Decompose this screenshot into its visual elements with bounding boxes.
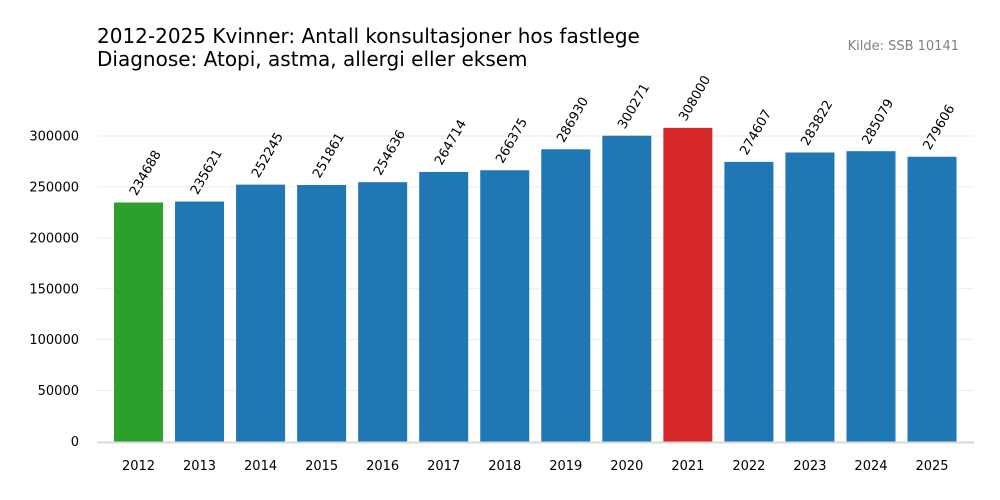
bar-value-label: 266375 <box>493 116 531 166</box>
x-tick-label: 2017 <box>427 459 460 474</box>
x-tick-label: 2019 <box>549 459 582 474</box>
bar-2024 <box>846 151 896 442</box>
bar-value-label: 251861 <box>310 131 348 181</box>
y-axis-ticks: 0 50000 100000 150000 200000 250000 300000 <box>29 130 79 451</box>
bar-2016 <box>358 182 408 442</box>
x-tick-label: 2014 <box>244 459 277 474</box>
x-axis-ticks: 2012 2013 2014 2015 2016 2017 2018 2019 2020 2021… <box>122 459 949 474</box>
source-note: Kilde: SSB 10141 <box>848 39 959 54</box>
bar-value-label: 234688 <box>127 148 165 198</box>
bar-2023 <box>785 152 835 442</box>
bar-2015 <box>297 185 347 442</box>
y-tick-label: 300000 <box>29 130 79 145</box>
bar-2025 <box>907 156 957 442</box>
bar-value-label: 235621 <box>188 147 226 197</box>
bar-value-label: 252245 <box>249 130 287 180</box>
bar-value-label: 274607 <box>737 107 775 157</box>
x-tick-label: 2018 <box>488 459 521 474</box>
chart-title: 2012-2025 Kvinner: Antall konsultasjoner… <box>97 24 640 48</box>
x-tick-label: 2013 <box>183 459 216 474</box>
bar-2022 <box>724 161 774 442</box>
chart-subtitle: Diagnose: Atopi, astma, allergi eller ek… <box>97 47 528 71</box>
bar-2012 <box>114 202 163 442</box>
bar-2019 <box>541 149 591 442</box>
bar-value-label: 254636 <box>371 128 409 178</box>
bar-2021 <box>663 127 713 442</box>
bar-value-label: 283822 <box>798 98 836 148</box>
bar-value-label: 279606 <box>920 102 958 152</box>
bar-2020 <box>602 135 652 442</box>
x-tick-label: 2023 <box>793 459 826 474</box>
bar-2017 <box>419 171 469 442</box>
y-tick-label: 50000 <box>38 384 79 399</box>
x-tick-label: 2025 <box>915 459 948 474</box>
x-tick-label: 2012 <box>122 459 155 474</box>
grid-lines <box>97 135 974 444</box>
y-tick-label: 0 <box>71 435 79 450</box>
bar-value-label: 264714 <box>432 117 470 167</box>
x-tick-label: 2022 <box>732 459 765 474</box>
x-tick-label: 2021 <box>671 459 704 474</box>
x-tick-label: 2016 <box>366 459 399 474</box>
bar-value-label: 286930 <box>554 95 592 145</box>
y-tick-label: 150000 <box>29 282 79 297</box>
y-tick-label: 200000 <box>29 231 79 246</box>
bar-value-label: 300271 <box>615 81 653 131</box>
bar-value-label: 308000 <box>676 73 714 123</box>
y-tick-label: 100000 <box>29 333 79 348</box>
x-tick-label: 2020 <box>610 459 643 474</box>
bar-value-label: 285079 <box>859 97 897 147</box>
bar-2018 <box>480 170 530 442</box>
bar-2013 <box>175 201 225 442</box>
x-tick-label: 2015 <box>305 459 338 474</box>
y-tick-label: 250000 <box>29 180 79 195</box>
x-tick-label: 2024 <box>854 459 887 474</box>
bar-2014 <box>236 184 286 442</box>
bars <box>114 127 957 442</box>
